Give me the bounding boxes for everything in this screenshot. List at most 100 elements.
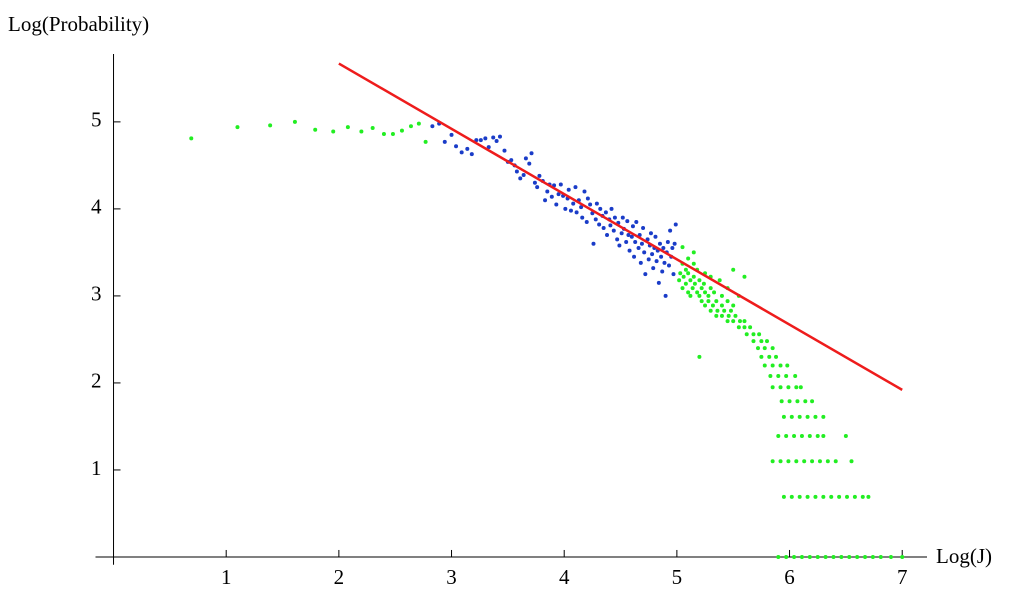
point [629,234,634,239]
point [509,158,514,163]
point [770,346,775,351]
point [648,231,653,236]
point [643,272,648,277]
point [751,339,756,344]
point [866,494,871,499]
point [598,206,603,211]
point [459,150,464,155]
point [786,385,791,390]
point [683,281,688,286]
point [831,554,836,559]
point [381,132,386,137]
point [601,226,606,231]
point [680,286,685,291]
point [767,354,772,359]
point [657,241,662,246]
point [701,281,706,286]
point [765,339,770,344]
point [615,237,620,242]
point [821,414,826,419]
point [706,299,711,304]
point [630,224,635,229]
y-tick-label: 3 [91,282,102,306]
point [585,196,590,201]
point [478,138,483,143]
point [779,399,784,404]
point [762,363,767,368]
point [677,278,682,283]
point [888,554,893,559]
point [454,144,459,149]
point [900,554,905,559]
point [656,280,661,285]
point [794,385,799,390]
point [620,215,625,220]
point [597,222,602,227]
point [815,434,820,439]
point [659,254,664,259]
point [672,241,677,246]
point [759,339,764,344]
point [292,119,297,124]
point [793,373,798,378]
point [792,554,797,559]
point [728,308,733,313]
point [789,494,794,499]
point [514,169,519,174]
x-tick-label: 6 [784,565,795,589]
point [737,319,742,324]
point [774,354,779,359]
point [697,354,702,359]
point [784,434,789,439]
x-tick-label: 2 [334,565,345,589]
point [518,176,523,181]
point [742,274,747,279]
point [810,459,815,464]
point [661,246,666,251]
point [469,152,474,157]
point [799,554,804,559]
point [521,172,526,177]
point [785,363,790,368]
point [807,434,812,439]
point [423,139,428,144]
point [543,198,548,203]
point [545,189,550,194]
point [813,494,818,499]
point [802,459,807,464]
point [554,202,559,207]
point [430,124,435,129]
point [624,239,629,244]
point [810,399,815,404]
point [537,173,542,178]
y-axis-label: Log(Probability) [8,12,149,36]
point [313,127,318,132]
point [733,313,738,318]
point [666,263,671,268]
point [719,303,724,308]
point [833,459,838,464]
point [794,459,799,464]
point [770,363,775,368]
point [678,271,683,276]
point [710,303,715,308]
point [784,373,789,378]
point [580,215,585,220]
point [535,185,540,190]
point [778,385,783,390]
point [680,245,685,250]
point [571,201,576,206]
point [805,494,810,499]
point [612,215,617,220]
point [748,325,753,330]
y-tick-label: 4 [91,195,102,219]
point [712,290,717,295]
point [817,459,822,464]
point [708,308,713,313]
point [465,146,470,151]
point [803,399,808,404]
point [695,290,700,295]
point [691,250,696,255]
point [502,148,507,153]
point [617,243,622,248]
